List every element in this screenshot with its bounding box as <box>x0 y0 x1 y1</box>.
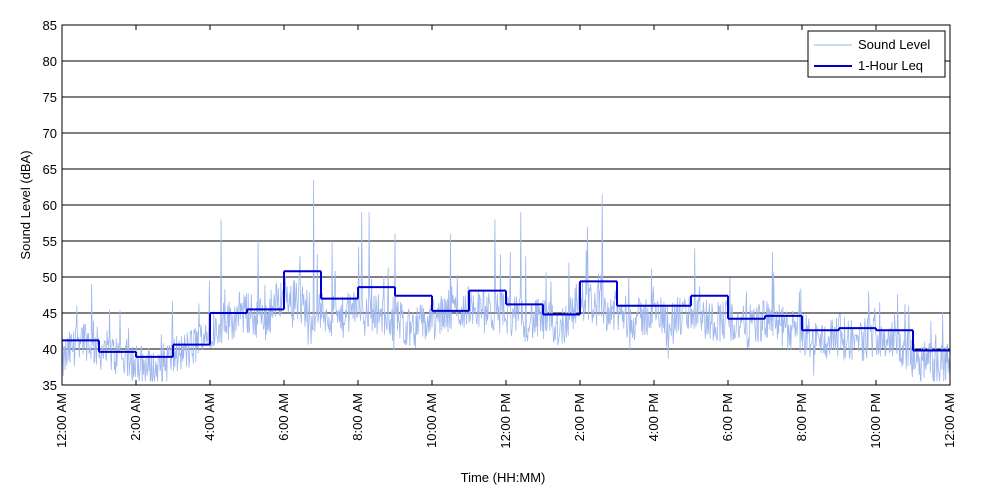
xtick-label-4: 8:00 AM <box>350 393 365 441</box>
x-axis-label: Time (HH:MM) <box>461 470 546 485</box>
legend-box <box>807 30 946 78</box>
xtick-label-11: 10:00 PM <box>868 393 883 449</box>
legend-label-1-hour-leq: 1-Hour Leq <box>858 58 923 73</box>
xtick-label-0: 12:00 AM <box>54 393 69 448</box>
ytick-label-65: 65 <box>43 162 57 177</box>
ytick-label-35: 35 <box>43 378 57 393</box>
legend: Sound Level 1-Hour Leq <box>807 30 946 78</box>
xtick-label-6: 12:00 PM <box>498 393 513 449</box>
y-axis-label: Sound Level (dBA) <box>18 150 33 259</box>
ytick-label-55: 55 <box>43 234 57 249</box>
ytick-label-85: 85 <box>43 18 57 33</box>
ytick-label-70: 70 <box>43 126 57 141</box>
xtick-label-1: 2:00 AM <box>128 393 143 441</box>
xtick-label-9: 6:00 PM <box>720 393 735 441</box>
plot-frame <box>61 24 951 386</box>
ytick-label-80: 80 <box>43 54 57 69</box>
legend-label-sound-level: Sound Level <box>858 37 930 52</box>
x-tick-labels: 12:00 AM 2:00 AM 4:00 AM 6:00 AM 8:00 AM 10:0… <box>54 393 957 449</box>
xtick-label-10: 8:00 PM <box>794 393 809 441</box>
xtick-label-8: 4:00 PM <box>646 393 661 441</box>
y-tick-labels: 35 40 45 50 55 60 65 70 75 80 85 <box>43 18 57 393</box>
xtick-label-5: 10:00 AM <box>424 393 439 448</box>
ytick-label-60: 60 <box>43 198 57 213</box>
series-1-hour-leq <box>62 270 950 358</box>
xtick-label-7: 2:00 PM <box>572 393 587 441</box>
ytick-label-75: 75 <box>43 90 57 105</box>
grid-lines <box>62 60 950 350</box>
ytick-label-45: 45 <box>43 306 57 321</box>
xtick-label-2: 4:00 AM <box>202 393 217 441</box>
xtick-label-12: 12:00 AM <box>942 393 957 448</box>
xtick-label-3: 6:00 AM <box>276 393 291 441</box>
ytick-label-50: 50 <box>43 270 57 285</box>
ytick-label-40: 40 <box>43 342 57 357</box>
